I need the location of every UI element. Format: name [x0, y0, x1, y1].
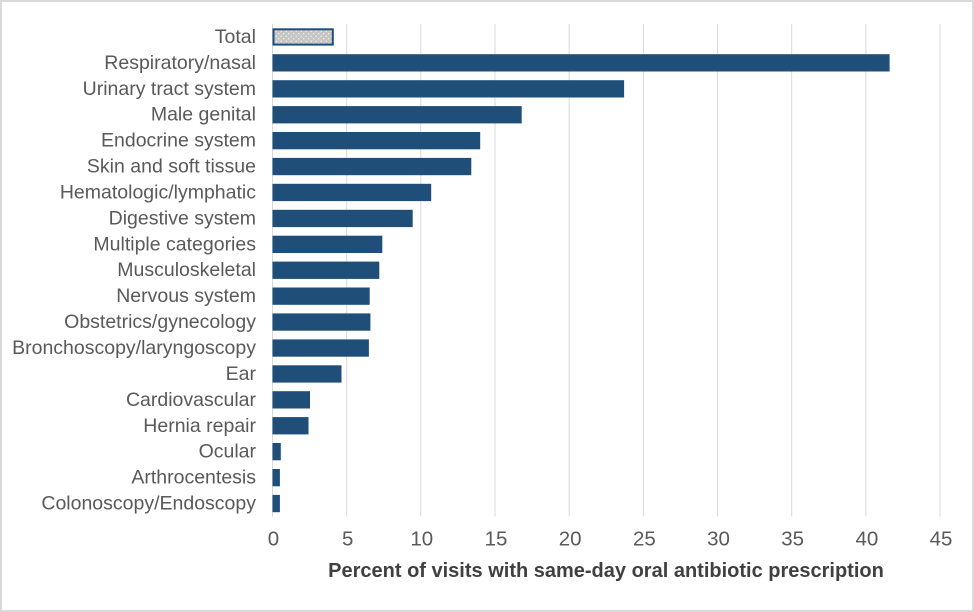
svg-text:15: 15: [485, 528, 508, 551]
svg-text:Endocrine system: Endocrine system: [101, 130, 256, 152]
svg-text:Bronchoscopy/laryngoscopy: Bronchoscopy/laryngoscopy: [12, 337, 256, 359]
svg-text:30: 30: [707, 528, 730, 551]
svg-text:Percent of visits with same-da: Percent of visits with same-day oral ant…: [328, 560, 884, 582]
svg-text:Skin and soft tissue: Skin and soft tissue: [87, 156, 256, 178]
svg-text:Hernia repair: Hernia repair: [143, 415, 256, 437]
svg-text:20: 20: [559, 528, 582, 551]
svg-text:Arthrocentesis: Arthrocentesis: [131, 467, 256, 489]
svg-text:45: 45: [930, 528, 953, 551]
svg-text:Male genital: Male genital: [151, 104, 256, 126]
svg-text:Ear: Ear: [226, 363, 257, 385]
svg-text:Colonoscopy/Endoscopy: Colonoscopy/Endoscopy: [41, 493, 256, 515]
svg-text:25: 25: [633, 528, 656, 551]
svg-text:Urinary tract system: Urinary tract system: [83, 78, 256, 100]
svg-text:Respiratory/nasal: Respiratory/nasal: [104, 52, 256, 74]
svg-text:Musculoskeletal: Musculoskeletal: [117, 259, 256, 281]
svg-text:Obstetrics/gynecology: Obstetrics/gynecology: [64, 311, 256, 333]
svg-text:Ocular: Ocular: [199, 441, 257, 463]
svg-text:Nervous system: Nervous system: [116, 285, 256, 307]
svg-text:40: 40: [855, 528, 878, 551]
svg-text:5: 5: [342, 528, 353, 551]
svg-text:Cardiovascular: Cardiovascular: [126, 389, 257, 411]
svg-text:35: 35: [781, 528, 804, 551]
svg-text:Multiple categories: Multiple categories: [93, 233, 256, 255]
svg-text:10: 10: [410, 528, 433, 551]
svg-text:Total: Total: [215, 26, 256, 48]
svg-text:0: 0: [268, 528, 279, 551]
svg-text:Hematologic/lymphatic: Hematologic/lymphatic: [60, 182, 256, 204]
svg-text:Digestive system: Digestive system: [109, 207, 256, 229]
